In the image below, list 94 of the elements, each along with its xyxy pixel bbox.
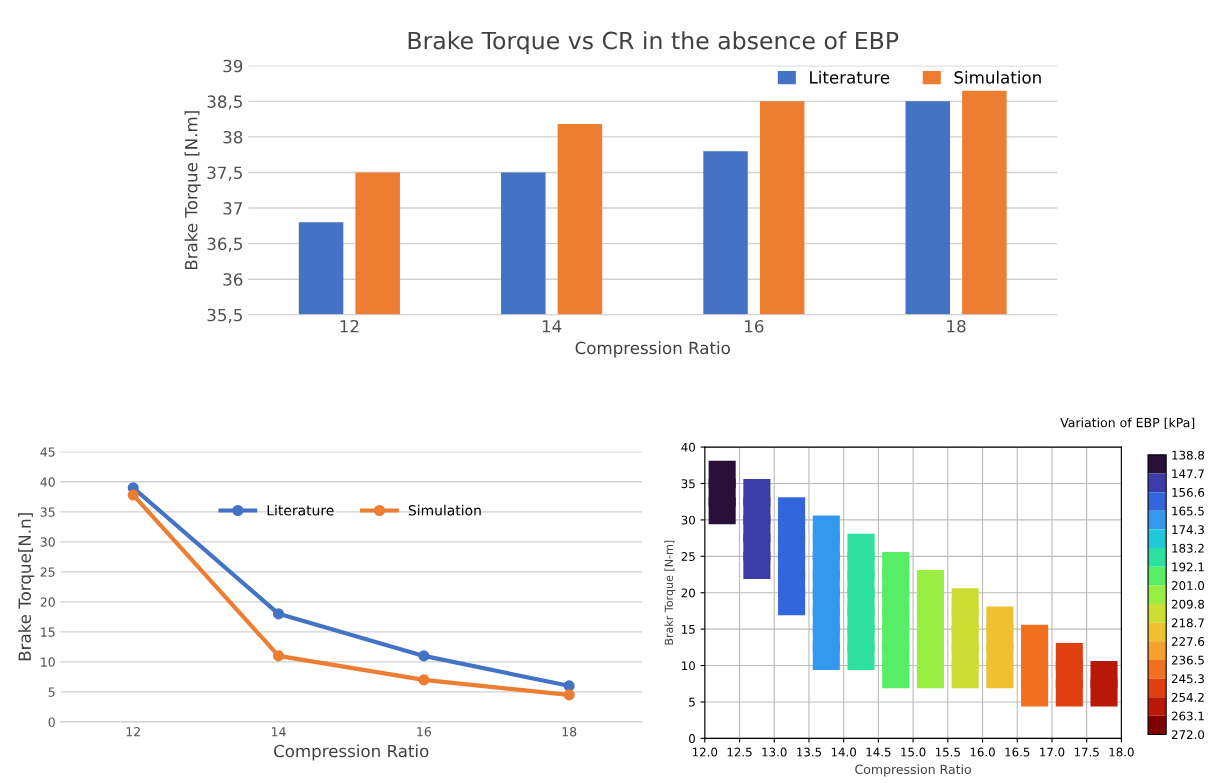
- x-tick-label: 12.5: [727, 747, 752, 757]
- y-tick-label: 5: [689, 697, 695, 707]
- x-tick-label: 18.0: [1109, 747, 1134, 757]
- x-tick-label: 18: [947, 319, 966, 333]
- y-tick-label: 35,5: [207, 308, 242, 324]
- point: [743, 551, 771, 579]
- x-tick-label: 17.5: [1074, 747, 1099, 757]
- color-bar-label: 218.7: [1171, 618, 1204, 628]
- y-tick-label: 35: [40, 507, 55, 517]
- y-tick-label: 25: [40, 567, 55, 577]
- x-tick-label: 14.5: [866, 747, 891, 757]
- point: [1055, 679, 1083, 707]
- y-tick-label: 37,5: [207, 166, 242, 181]
- point: [418, 650, 430, 662]
- color-bar-label: 138.8: [1172, 450, 1205, 460]
- y-tick-label: 45: [40, 447, 55, 457]
- color-bar-label: 245.3: [1171, 674, 1204, 684]
- color-bar-title: Variation of EBP [kPa]: [1060, 417, 1195, 429]
- point: [812, 642, 840, 670]
- x-tick-label: 17.0: [1040, 747, 1065, 757]
- color-bar-label: 227.6: [1171, 637, 1205, 646]
- point: [563, 689, 575, 701]
- x-tick-label: 12: [126, 727, 140, 737]
- x-axis-title: Compression Ratio: [855, 764, 971, 777]
- color-bar-label: 201.0: [1171, 581, 1205, 591]
- y-tick-label: 30: [40, 537, 55, 547]
- x-tick-label: 14.0: [831, 747, 857, 757]
- color-bar-label: 236.5: [1171, 655, 1204, 665]
- y-tick-label: 38,5: [207, 95, 242, 110]
- x-tick-label: 16.5: [1005, 747, 1030, 757]
- point: [986, 661, 1014, 689]
- y-tick-label: 25: [681, 552, 695, 561]
- y-tick-label: 0: [48, 717, 55, 727]
- point: [127, 489, 139, 501]
- color-bar-label: 147.7: [1172, 469, 1204, 479]
- legend-label: Simulation: [954, 70, 1041, 84]
- point: [916, 661, 944, 689]
- x-tick-label: 14: [542, 320, 562, 333]
- x-tick-label: 15.0: [901, 747, 926, 757]
- point: [778, 588, 806, 616]
- x-axis-title: Compression Ratio: [575, 341, 730, 358]
- y-axis-title: Brake Torque[N.n]: [18, 513, 35, 661]
- point: [847, 642, 875, 670]
- y-tick-label: 36,5: [207, 237, 242, 252]
- x-tick-label: 12.0: [692, 747, 718, 757]
- y-tick-label: 0: [689, 734, 695, 744]
- point: [882, 661, 910, 689]
- color-bar-label: 174.3: [1172, 525, 1204, 535]
- x-axis-title: Compression Ratio: [274, 744, 429, 761]
- legend-label: Literature: [267, 504, 334, 516]
- color-bar-label: 192.1: [1172, 562, 1204, 572]
- y-axis-title: Brake Torque [N.m]: [184, 111, 201, 270]
- point: [708, 497, 736, 525]
- color-bar-label: 272.0: [1171, 730, 1205, 740]
- color-bar-label: 263.1: [1171, 711, 1204, 721]
- chart-title: Brake Torque vs CR in the absence of EBP: [408, 31, 899, 55]
- color-bar-label: 183.2: [1172, 543, 1204, 553]
- y-tick-label: 20: [40, 597, 55, 607]
- y-tick-label: 40: [681, 442, 695, 452]
- point: [272, 608, 285, 620]
- point: [1021, 679, 1049, 707]
- legend-label: Simulation: [408, 504, 481, 516]
- x-tick-label: 16: [417, 727, 432, 737]
- x-tick-label: 14: [271, 727, 286, 737]
- color-bar-label: 165.5: [1172, 506, 1204, 516]
- x-tick-label: 18: [562, 727, 577, 737]
- x-tick-label: 13.5: [797, 747, 822, 757]
- color-bar-label: 209.8: [1171, 599, 1205, 609]
- point: [1090, 679, 1118, 707]
- y-tick-label: 35: [681, 479, 695, 489]
- point: [272, 650, 285, 662]
- y-tick-label: 10: [682, 661, 695, 671]
- y-tick-label: 15: [41, 627, 55, 637]
- y-tick-label: 38: [223, 130, 243, 144]
- x-tick-label: 12: [340, 319, 359, 333]
- color-bar-label: 156.6: [1172, 487, 1205, 497]
- y-tick-label: 10: [41, 657, 55, 667]
- x-tick-label: 15.5: [935, 747, 960, 757]
- x-tick-label: 16.0: [970, 747, 995, 757]
- x-tick-label: 13.0: [762, 747, 787, 757]
- y-tick-label: 30: [681, 515, 695, 525]
- y-tick-label: 5: [48, 687, 55, 697]
- y-tick-label: 39: [223, 59, 243, 73]
- legend-label: Literature: [810, 70, 890, 84]
- y-tick-label: 40: [40, 477, 55, 487]
- x-tick-label: 16: [745, 319, 764, 333]
- y-axis-title: Brakr Torque [N-m]: [664, 540, 676, 645]
- color-bar-label: 254.2: [1171, 692, 1204, 702]
- point: [418, 674, 430, 686]
- y-tick-label: 36: [223, 273, 243, 286]
- y-tick-label: 20: [681, 588, 695, 598]
- y-tick-label: 37: [223, 202, 242, 215]
- point: [951, 661, 979, 689]
- y-tick-label: 15: [682, 625, 695, 634]
